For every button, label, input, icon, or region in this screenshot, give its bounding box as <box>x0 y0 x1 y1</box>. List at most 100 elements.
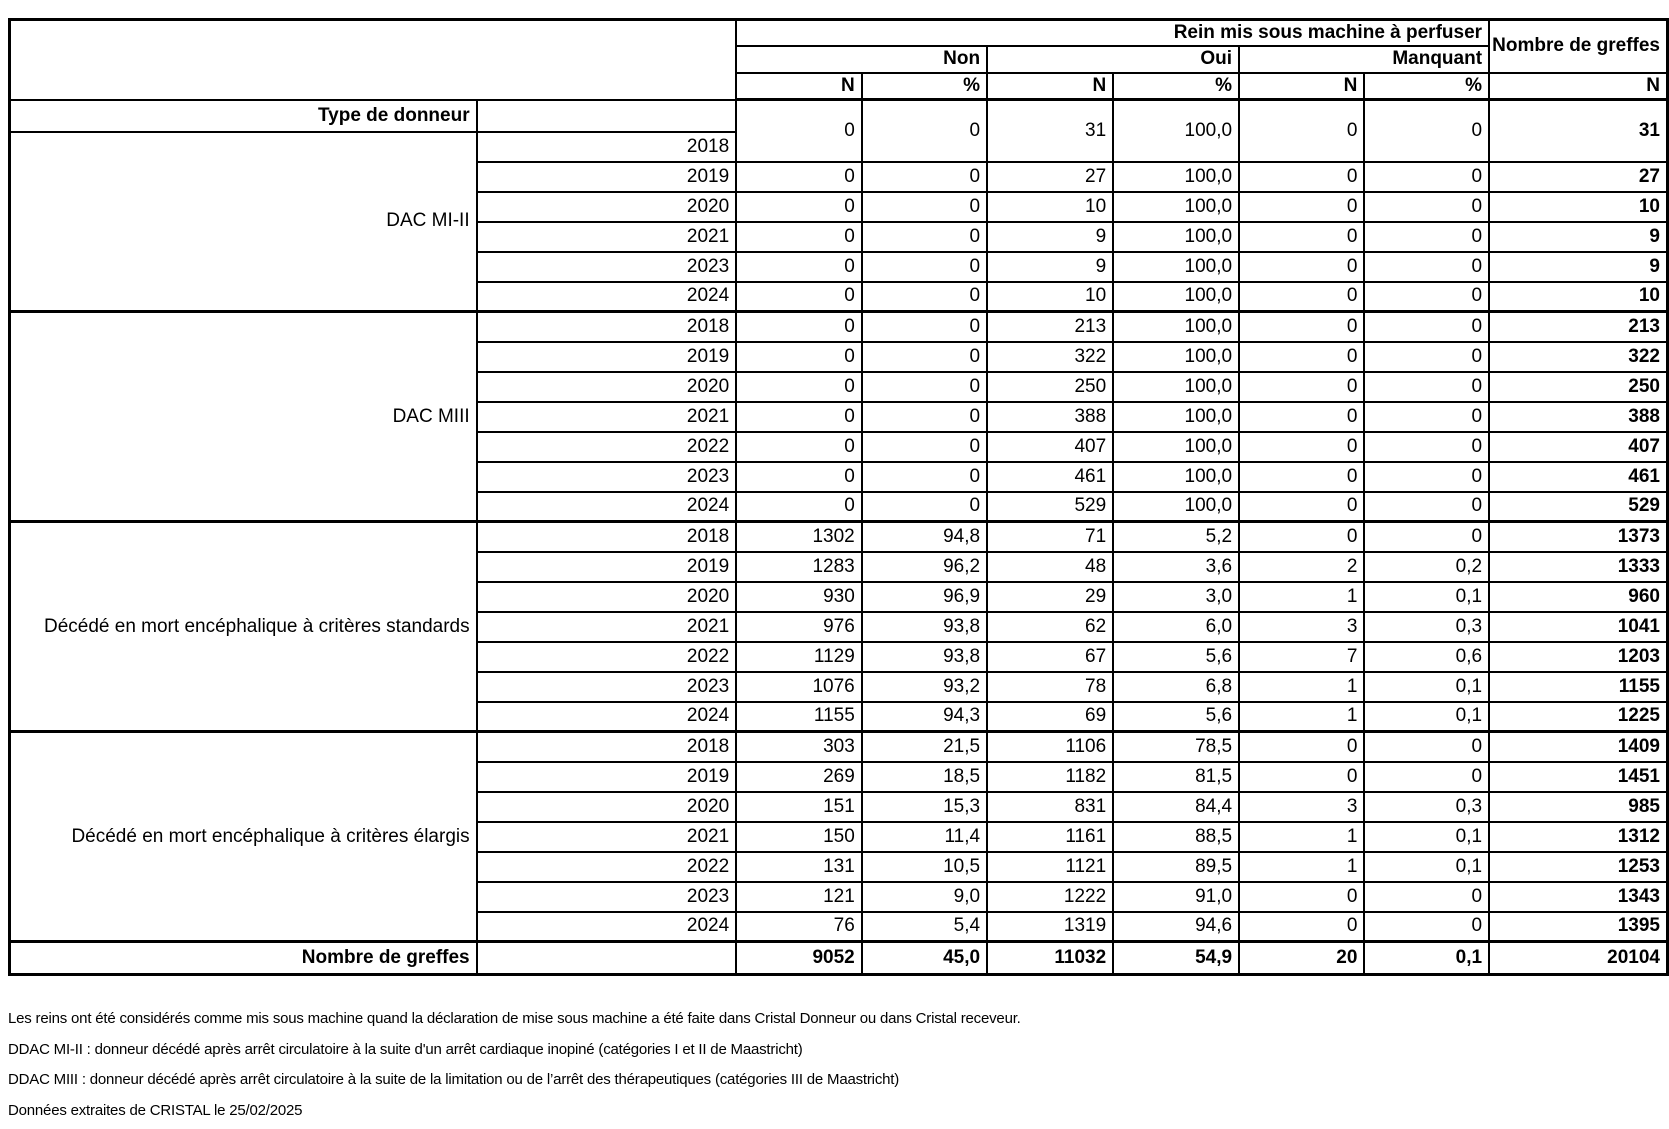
cell-value: 0,1 <box>1363 580 1491 613</box>
cell-value: 0 <box>1363 760 1491 793</box>
total-cell-value: 20 <box>1238 940 1366 976</box>
cell-value: 5,6 <box>1112 700 1241 733</box>
grand-total: 20104 <box>1488 940 1669 976</box>
cell-total: 9 <box>1488 250 1669 283</box>
cell-value: 81,5 <box>1112 760 1241 793</box>
cell-value: 303 <box>735 730 863 763</box>
cell-value: 93,8 <box>860 640 989 673</box>
year-cell: 2021 <box>475 400 738 433</box>
cell-total: 985 <box>1488 790 1669 823</box>
cell-value: 0 <box>1363 910 1491 943</box>
cell-value: 100,0 <box>1112 190 1241 223</box>
year-cell: 2020 <box>475 370 738 403</box>
cell-value: 93,2 <box>860 670 989 703</box>
cell-value: 0 <box>1238 250 1366 283</box>
cell-value: 100,0 <box>1112 370 1241 403</box>
cell-value: 0 <box>1238 400 1366 433</box>
cell-value: 0 <box>735 430 863 463</box>
cell-total: 322 <box>1488 340 1669 373</box>
cell-total: 960 <box>1488 580 1669 613</box>
cell-value: 0 <box>1363 250 1491 283</box>
cell-value: 0 <box>735 220 863 253</box>
cell-value: 0 <box>860 160 989 193</box>
year-cell: 2020 <box>475 580 738 613</box>
cell-value: 0 <box>860 190 989 223</box>
subheader-non: Non <box>735 44 989 74</box>
cell-value: 0 <box>860 400 989 433</box>
cell-total: 1203 <box>1488 640 1669 673</box>
cell-value: 1129 <box>735 640 863 673</box>
cell-value: 0 <box>735 190 863 223</box>
cell-value: 1 <box>1238 580 1366 613</box>
subheader-oui: Oui <box>986 44 1241 74</box>
measure-header-pct: % <box>1363 71 1491 101</box>
cell-value: 2 <box>1238 550 1366 583</box>
cell-value: 0 <box>860 310 989 343</box>
cell-value: 388 <box>986 400 1115 433</box>
cell-value: 0 <box>1238 880 1366 913</box>
measure-header-n: N <box>1238 71 1366 101</box>
subheader-manquant: Manquant <box>1238 44 1491 74</box>
cell-total: 250 <box>1488 370 1669 403</box>
cell-value: 0 <box>1363 730 1491 763</box>
cell-value: 100,0 <box>1112 280 1241 313</box>
total-row-spacer <box>475 940 738 976</box>
cell-value: 0 <box>860 98 989 163</box>
cell-value: 27 <box>986 160 1115 193</box>
cell-value: 0 <box>1363 430 1491 463</box>
cell-value: 0 <box>735 160 863 193</box>
year-cell: 2019 <box>475 340 738 373</box>
cell-value: 9,0 <box>860 880 989 913</box>
cell-value: 11,4 <box>860 820 989 853</box>
cell-value: 0 <box>1363 400 1491 433</box>
cell-value: 10 <box>986 190 1115 223</box>
cell-total: 27 <box>1488 160 1669 193</box>
cell-value: 0 <box>1238 430 1366 463</box>
col-group-header: Rein mis sous machine à perfuser <box>735 18 1491 47</box>
year-cell: 2022 <box>475 850 738 883</box>
year-cell: 2021 <box>475 610 738 643</box>
year-cell: 2021 <box>475 820 738 853</box>
donor-type-label: Décédé en mort encéphalique à critères é… <box>8 730 478 943</box>
cell-value: 29 <box>986 580 1115 613</box>
cell-value: 15,3 <box>860 790 989 823</box>
total-cell-value: 45,0 <box>860 940 989 976</box>
cell-value: 0,1 <box>1363 670 1491 703</box>
cell-value: 0 <box>1238 490 1366 523</box>
cell-total: 461 <box>1488 460 1669 493</box>
cell-value: 88,5 <box>1112 820 1241 853</box>
cell-total: 1373 <box>1488 520 1669 553</box>
cell-value: 831 <box>986 790 1115 823</box>
cell-value: 0 <box>735 310 863 343</box>
cell-value: 1155 <box>735 700 863 733</box>
footnote-line: DDAC MI-II : donneur décédé après arrêt … <box>8 1040 803 1058</box>
donor-type-label: DAC MI-II <box>8 130 478 313</box>
year-cell: 2018 <box>475 520 738 553</box>
year-cell: 2021 <box>475 220 738 253</box>
cell-value: 84,4 <box>1112 790 1241 823</box>
cell-value: 1 <box>1238 700 1366 733</box>
measure-header-pct: % <box>860 71 989 101</box>
cell-total: 1253 <box>1488 850 1669 883</box>
perfusion-table: Rein mis sous machine à perfuser Nombre … <box>8 18 1669 976</box>
cell-value: 0 <box>735 460 863 493</box>
cell-value: 1283 <box>735 550 863 583</box>
year-cell: 2020 <box>475 790 738 823</box>
cell-total: 9 <box>1488 220 1669 253</box>
year-cell: 2023 <box>475 250 738 283</box>
cell-value: 21,5 <box>860 730 989 763</box>
cell-value: 1106 <box>986 730 1115 763</box>
cell-value: 76 <box>735 910 863 943</box>
year-cell: 2019 <box>475 550 738 583</box>
footnote-line: DDAC MIII : donneur décédé après arrêt c… <box>8 1071 900 1088</box>
cell-total: 1451 <box>1488 760 1669 793</box>
cell-value: 0 <box>1238 190 1366 223</box>
footnote-line: Données extraites de CRISTAL le 25/02/20… <box>8 1101 303 1119</box>
measure-header-n: N <box>735 71 863 101</box>
year-cell: 2019 <box>475 160 738 193</box>
year-cell: 2018 <box>475 130 738 163</box>
cell-value: 100,0 <box>1112 220 1241 253</box>
cell-value: 94,8 <box>860 520 989 553</box>
cell-value: 0 <box>1238 760 1366 793</box>
cell-value: 5,2 <box>1112 520 1241 553</box>
